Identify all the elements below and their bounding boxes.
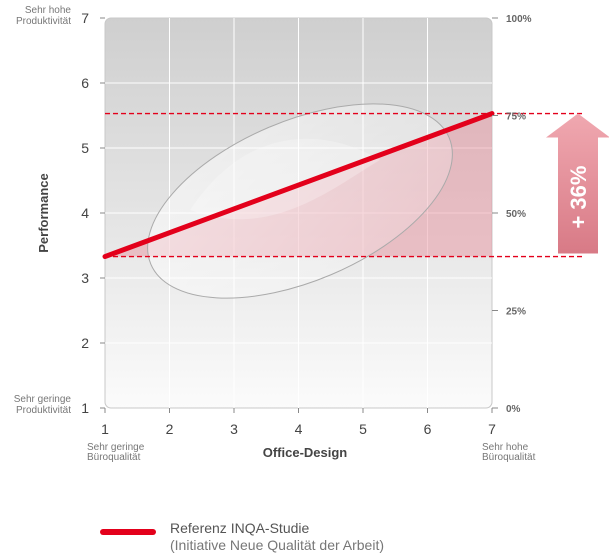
series-line-referenz [102, 111, 495, 260]
y-tick-label: 4 [81, 205, 89, 221]
y-min-label: Sehr geringe Produktivität [14, 394, 72, 416]
y-tick-label: 6 [81, 75, 89, 91]
ellipse-highlight [190, 138, 380, 220]
y2-tick-label: 50% [506, 209, 526, 220]
x-tick-label: 6 [424, 421, 432, 437]
x-tick-label: 3 [230, 421, 238, 437]
x-tick-label: 7 [488, 421, 496, 437]
x-min-label: Sehr geringe Büroqualität [87, 442, 145, 463]
legend-sublabel: (Initiative Neue Qualität der Arbeit) [170, 537, 384, 553]
x-tick-label: 1 [101, 421, 109, 437]
data-cloud-ellipse [147, 103, 453, 299]
y2-tick-label: 25% [506, 307, 526, 318]
y-tick-label: 2 [81, 335, 89, 351]
y-tick-label: 1 [81, 400, 89, 416]
increase-annotation: + 36% [566, 166, 591, 229]
legend-swatch [100, 529, 156, 535]
legend: Referenz INQA-Studie (Initiative Neue Qu… [100, 520, 500, 560]
y-axis-title: Performance [36, 173, 51, 252]
y-tick-label: 5 [81, 140, 89, 156]
increase-arrow [546, 113, 609, 254]
y-max-label: Sehr hohe Produktivität [16, 5, 71, 27]
y2-tick-label: 100% [506, 14, 532, 25]
x-tick-label: 4 [295, 421, 303, 437]
x-tick-label: 5 [359, 421, 367, 437]
legend-label: Referenz INQA-Studie [170, 520, 310, 536]
x-max-label: Sehr hohe Büroqualität [482, 442, 536, 463]
y-tick-label: 3 [81, 270, 89, 286]
y2-tick-label: 0% [506, 404, 521, 415]
y2-tick-label: 75% [506, 112, 526, 123]
x-axis-title: Office-Design [263, 445, 348, 460]
y-tick-label: 7 [81, 10, 89, 26]
x-tick-label: 2 [166, 421, 174, 437]
